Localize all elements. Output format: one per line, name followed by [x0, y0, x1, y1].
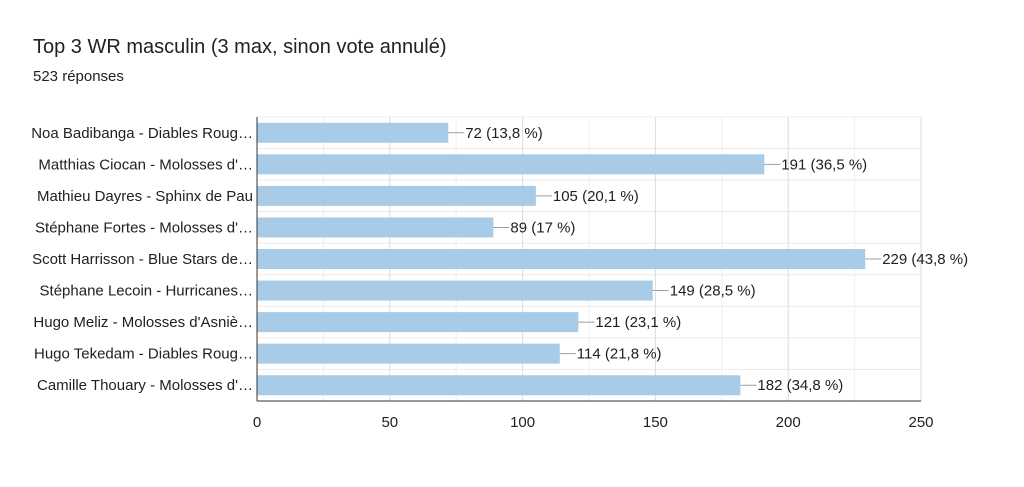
bar — [257, 154, 765, 175]
chart-subtitle: 523 réponses — [33, 68, 124, 85]
category-label: Camille Thouary - Molosses d'… — [37, 377, 253, 394]
category-label: Hugo Tekedam - Diables Roug… — [34, 346, 253, 363]
x-tick-label: 150 — [643, 414, 668, 431]
data-label: 121 (23,1 %) — [595, 314, 681, 331]
data-label: 114 (21,8 %) — [577, 346, 662, 363]
bar — [257, 343, 560, 364]
x-tick-label: 250 — [908, 414, 933, 431]
x-tick-label: 200 — [776, 414, 801, 431]
x-tick-label: 100 — [510, 414, 535, 431]
bar — [257, 249, 866, 269]
bar — [257, 185, 536, 206]
bar — [257, 375, 741, 396]
bar — [257, 312, 579, 333]
x-tick-label: 0 — [253, 414, 261, 431]
category-label: Matthias Ciocan - Molosses d'… — [38, 156, 253, 173]
category-label: Noa Badibanga - Diables Roug… — [31, 125, 253, 142]
bar — [257, 217, 494, 238]
category-label: Stéphane Lecoin - Hurricanes… — [40, 283, 253, 300]
data-label: 182 (34,8 %) — [757, 377, 843, 394]
category-label: Scott Harrisson - Blue Stars de… — [32, 251, 253, 268]
chart-title: Top 3 WR masculin (3 max, sinon vote ann… — [33, 36, 447, 58]
data-label: 191 (36,5 %) — [781, 156, 867, 173]
category-label: Stéphane Fortes - Molosses d'… — [35, 219, 253, 236]
bar — [257, 122, 449, 143]
category-label: Hugo Meliz - Molosses d'Asniè… — [33, 314, 253, 331]
data-label: 149 (28,5 %) — [670, 283, 756, 300]
data-label: 89 (17 %) — [510, 219, 575, 236]
x-tick-label: 50 — [381, 414, 398, 431]
data-label: 105 (20,1 %) — [553, 188, 639, 205]
bar — [257, 280, 653, 301]
category-label: Mathieu Dayres - Sphinx de Pau — [37, 188, 253, 205]
data-label: 229 (43,8 %) — [882, 251, 968, 268]
data-label: 72 (13,8 %) — [465, 125, 543, 142]
